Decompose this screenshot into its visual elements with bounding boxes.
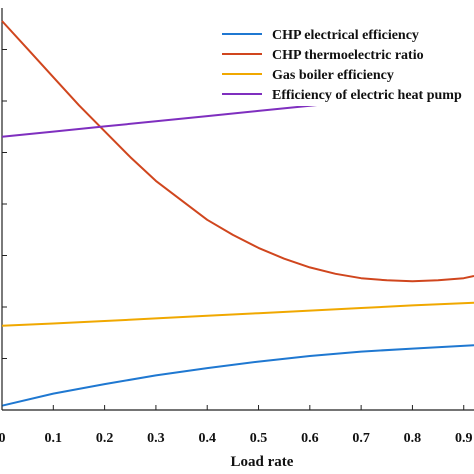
series-line — [1, 301, 474, 327]
x-tick-label: 0.6 — [301, 431, 319, 446]
legend-label: Gas boiler efficiency — [272, 68, 394, 83]
legend-label: CHP electrical efficiency — [272, 28, 419, 43]
legend: CHP electrical efficiency CHP thermoelect… — [218, 20, 474, 106]
x-tick-label: 0.3 — [147, 431, 165, 446]
x-axis-ticks: 0 0.1 0.2 0.3 0.4 0.5 0.6 0.7 0.8 0.9 — [0, 405, 472, 446]
x-tick-label: 0.7 — [352, 431, 370, 446]
series-line — [1, 344, 474, 407]
x-tick-label: 0.5 — [250, 431, 268, 446]
x-tick-label: 0.1 — [45, 431, 63, 446]
x-tick-label: 0.8 — [404, 431, 422, 446]
legend-label: Efficiency of electric heat pump — [272, 88, 462, 103]
x-tick-label: 0.4 — [198, 431, 216, 446]
x-axis-title: Load rate — [231, 454, 294, 470]
x-tick-label: 0.9 — [455, 431, 473, 446]
legend-label: CHP thermoelectric ratio — [272, 48, 424, 63]
chart-axes — [1, 8, 474, 411]
x-tick-label: 0 — [0, 431, 6, 446]
x-tick-label: 0.2 — [96, 431, 114, 446]
series-line — [1, 20, 474, 283]
